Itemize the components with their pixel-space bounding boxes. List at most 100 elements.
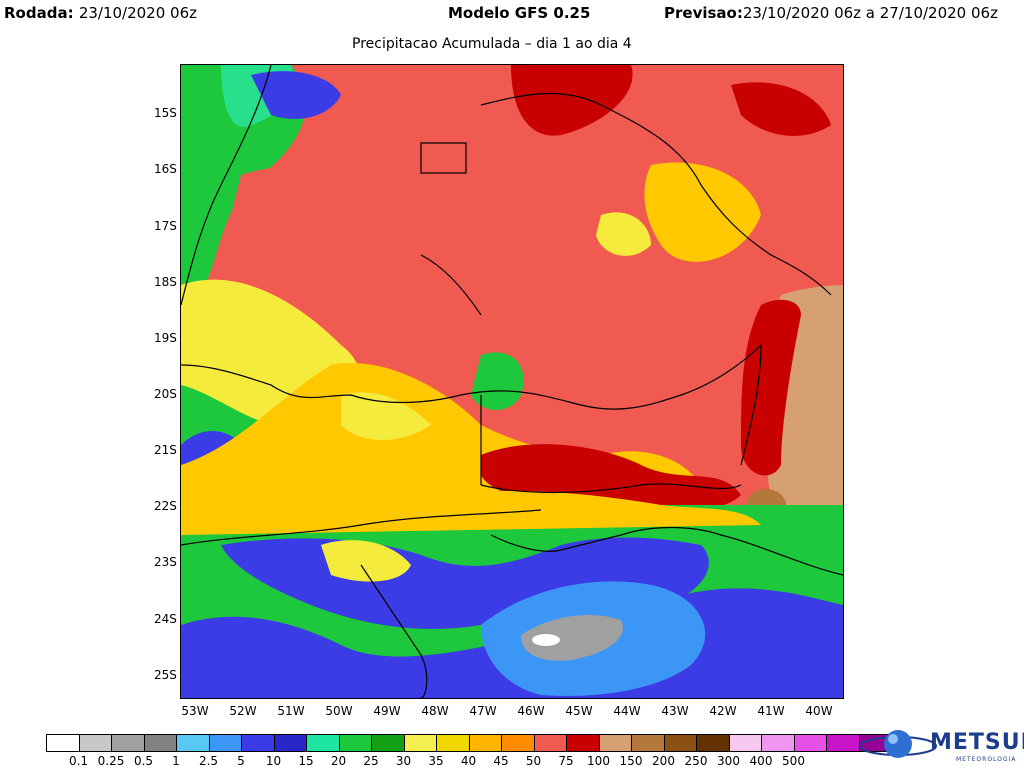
green-patch-center — [471, 352, 524, 410]
yellow-south — [321, 540, 411, 582]
color-legend — [46, 734, 893, 752]
forecast-period: Previsao:23/10/2020 06z a 27/10/2020 06z — [664, 4, 998, 22]
logo-subtitle: METEOROLOGIA — [956, 756, 1017, 763]
legend-swatch — [827, 735, 860, 751]
legend-swatch — [274, 735, 307, 751]
run-value: 23/10/2020 06z — [78, 4, 197, 22]
legend-tick-label: 0.25 — [97, 754, 125, 768]
lat-label-23s: 23S — [154, 555, 177, 569]
legend-tick-label: 45 — [493, 754, 509, 768]
map-subtitle: Precipitacao Acumulada – dia 1 ao dia 4 — [352, 36, 632, 52]
lon-label-52w: 52W — [229, 704, 257, 718]
legend-swatch — [632, 735, 665, 751]
lon-label-40w: 40W — [805, 704, 833, 718]
lat-label-25s: 25S — [154, 668, 177, 682]
legend-tick-label: 150 — [619, 754, 643, 768]
state-borders — [181, 65, 843, 698]
lat-label-20s: 20S — [154, 387, 177, 401]
legend-tick-label: 40 — [460, 754, 477, 768]
legend-tick-label: 400 — [749, 754, 773, 768]
lon-label-49w: 49W — [373, 704, 401, 718]
legend-tick-label: 300 — [717, 754, 740, 768]
legend-swatch — [209, 735, 242, 751]
legend-swatch — [534, 735, 567, 751]
legend-swatch — [794, 735, 827, 751]
lat-label-15s: 15S — [154, 106, 177, 120]
orange-ne — [644, 162, 761, 262]
legend-swatch — [112, 735, 145, 751]
legend-swatch — [372, 735, 405, 751]
lon-label-48w: 48W — [421, 704, 449, 718]
run-time: Rodada: 23/10/2020 06z — [4, 4, 197, 22]
legend-swatch — [762, 735, 795, 751]
legend-tick-label: 25 — [363, 754, 379, 768]
red-west — [221, 167, 390, 308]
metsul-logo — [859, 730, 937, 758]
legend-tick-label: 1 — [172, 754, 180, 768]
precipitation-field — [181, 65, 843, 698]
lon-label-44w: 44W — [613, 704, 641, 718]
model-title: Modelo GFS 0.25 — [448, 4, 591, 22]
legend-tick-label: 250 — [684, 754, 708, 768]
legend-tick-label: 0.5 — [133, 754, 154, 768]
legend-swatch — [47, 735, 80, 751]
dark-red-north — [511, 65, 633, 136]
dark-red-east — [741, 299, 801, 476]
lat-label-24s: 24S — [154, 612, 177, 626]
legend-swatch — [79, 735, 112, 751]
legend-swatch — [729, 735, 762, 751]
yellow-patch — [341, 392, 431, 440]
lon-label-45w: 45W — [565, 704, 593, 718]
legend-tick-label: 20 — [330, 754, 347, 768]
legend-swatch — [437, 735, 470, 751]
lon-label-42w: 42W — [709, 704, 737, 718]
legend-swatch — [502, 735, 535, 751]
lon-label-43w: 43W — [661, 704, 689, 718]
blue-cell-nw — [251, 71, 341, 119]
legend-swatch — [404, 735, 437, 751]
legend-tick-label: 0.1 — [68, 754, 89, 768]
forecast-value: 23/10/2020 06z a 27/10/2020 06z — [742, 4, 998, 22]
legend-swatch — [859, 735, 892, 751]
logo-text: METSUL — [930, 730, 1024, 755]
lat-label-22s: 22S — [154, 499, 177, 513]
legend-swatch — [339, 735, 372, 751]
legend-tick-label: 75 — [558, 754, 574, 768]
legend-tick-label: 200 — [652, 754, 675, 768]
legend-swatch — [177, 735, 210, 751]
lon-label-53w: 53W — [181, 704, 209, 718]
lon-label-46w: 46W — [517, 704, 545, 718]
precipitation-map — [180, 64, 844, 699]
white-core — [532, 634, 560, 646]
transition-orange — [181, 490, 761, 535]
lat-label-19s: 19S — [154, 331, 177, 345]
legend-swatch — [469, 735, 502, 751]
legend-tick-label: 100 — [587, 754, 610, 768]
legend-swatch — [697, 735, 730, 751]
legend-swatch — [664, 735, 697, 751]
lon-label-41w: 41W — [757, 704, 785, 718]
lon-label-50w: 50W — [325, 704, 353, 718]
lon-label-47w: 47W — [469, 704, 497, 718]
lat-label-21s: 21S — [154, 443, 177, 457]
legend-swatch — [567, 735, 600, 751]
legend-swatch — [307, 735, 340, 751]
legend-tick-label: 50 — [525, 754, 542, 768]
legend-tick-label: 35 — [428, 754, 444, 768]
legend-tick-label: 15 — [298, 754, 314, 768]
legend-tick-label: 2.5 — [198, 754, 219, 768]
run-label: Rodada: — [4, 4, 74, 22]
lat-label-17s: 17S — [154, 219, 177, 233]
legend-tick-label: 500 — [782, 754, 805, 768]
legend-tick-label: 30 — [395, 754, 412, 768]
dark-red-ne — [731, 82, 831, 136]
legend-tick-label: 5 — [237, 754, 245, 768]
lat-label-18s: 18S — [154, 275, 177, 289]
forecast-label: Previsao: — [664, 4, 743, 22]
legend-tick-label: 10 — [265, 754, 282, 768]
legend-swatch — [144, 735, 177, 751]
yellow-ne — [596, 212, 651, 256]
legend-swatch — [242, 735, 275, 751]
lat-label-16s: 16S — [154, 162, 177, 176]
legend-swatch — [599, 735, 632, 751]
